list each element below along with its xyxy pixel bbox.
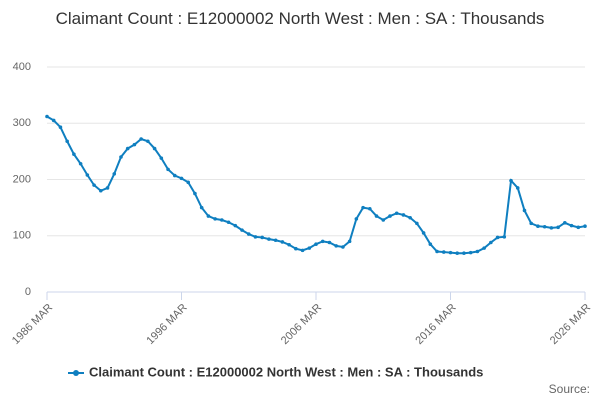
y-tick-label: 100 xyxy=(13,230,31,242)
point xyxy=(489,240,493,245)
x-tick-label: 1996 MAR xyxy=(144,302,189,347)
y-tick-label: 200 xyxy=(13,173,31,185)
point xyxy=(287,242,291,247)
point xyxy=(509,178,513,183)
point xyxy=(246,232,251,236)
point xyxy=(415,221,419,226)
point xyxy=(51,118,56,123)
y-tick-label: 300 xyxy=(13,117,31,129)
point xyxy=(401,213,406,217)
point xyxy=(475,249,480,254)
point xyxy=(253,235,258,239)
x-tick-label: 1986 MAR xyxy=(10,302,55,347)
point xyxy=(482,246,486,250)
point xyxy=(441,250,446,254)
point xyxy=(468,250,473,255)
point xyxy=(320,239,325,244)
point xyxy=(146,139,150,144)
point xyxy=(361,205,365,210)
point xyxy=(152,146,157,151)
point xyxy=(159,156,164,160)
point xyxy=(233,223,238,228)
point xyxy=(58,125,63,129)
x-tick-label: 2006 MAR xyxy=(279,302,324,347)
point xyxy=(260,235,265,240)
point xyxy=(495,235,500,240)
point xyxy=(267,237,271,241)
point xyxy=(522,208,527,213)
point xyxy=(139,137,143,141)
point xyxy=(179,176,184,181)
point xyxy=(529,221,533,226)
chart-title: Claimant Count : E12000002 North West : … xyxy=(55,9,545,28)
point xyxy=(72,152,76,156)
point xyxy=(193,191,197,196)
point xyxy=(347,239,352,244)
point xyxy=(394,211,399,216)
point xyxy=(300,248,305,253)
point xyxy=(408,215,412,220)
point xyxy=(132,142,137,147)
point xyxy=(354,217,359,221)
point xyxy=(92,183,96,187)
point xyxy=(307,246,312,250)
point xyxy=(556,225,560,230)
point xyxy=(240,228,244,232)
point xyxy=(374,214,379,218)
point xyxy=(435,249,439,254)
legend-marker xyxy=(73,370,79,376)
point xyxy=(226,220,231,225)
point xyxy=(199,205,204,210)
x-tick-label: 2026 MAR xyxy=(548,302,593,347)
point xyxy=(65,139,69,144)
point xyxy=(172,173,177,178)
point xyxy=(455,251,460,255)
point xyxy=(119,155,123,159)
point xyxy=(502,235,507,239)
point xyxy=(576,225,581,230)
point xyxy=(341,245,345,249)
point xyxy=(563,221,567,225)
point xyxy=(213,217,217,221)
point xyxy=(368,206,372,211)
point xyxy=(381,218,386,222)
point xyxy=(334,244,338,248)
point xyxy=(105,186,110,190)
point xyxy=(280,240,285,244)
point xyxy=(85,173,90,177)
point xyxy=(388,214,392,218)
point xyxy=(125,146,130,151)
point xyxy=(421,231,426,235)
point xyxy=(327,240,332,245)
x-tick-label: 2016 MAR xyxy=(413,302,458,347)
point xyxy=(45,114,49,119)
point xyxy=(273,238,278,243)
legend-label: Claimant Count : E12000002 North West : … xyxy=(89,364,483,379)
point xyxy=(294,246,298,251)
point xyxy=(206,214,211,218)
point xyxy=(186,180,191,185)
point xyxy=(569,223,574,228)
point xyxy=(583,224,587,228)
point xyxy=(536,224,540,228)
point xyxy=(462,251,466,255)
y-tick-label: 0 xyxy=(25,286,31,298)
line xyxy=(46,115,586,255)
source: Source: xyxy=(549,382,590,396)
point xyxy=(314,242,318,246)
y-tick-label: 400 xyxy=(13,61,31,73)
point xyxy=(428,242,433,246)
point xyxy=(166,167,170,172)
point xyxy=(542,224,547,229)
point xyxy=(112,172,117,176)
point xyxy=(99,188,103,193)
point xyxy=(78,161,83,166)
point xyxy=(448,250,453,255)
point xyxy=(220,218,224,222)
point xyxy=(515,186,520,190)
point xyxy=(549,226,554,230)
